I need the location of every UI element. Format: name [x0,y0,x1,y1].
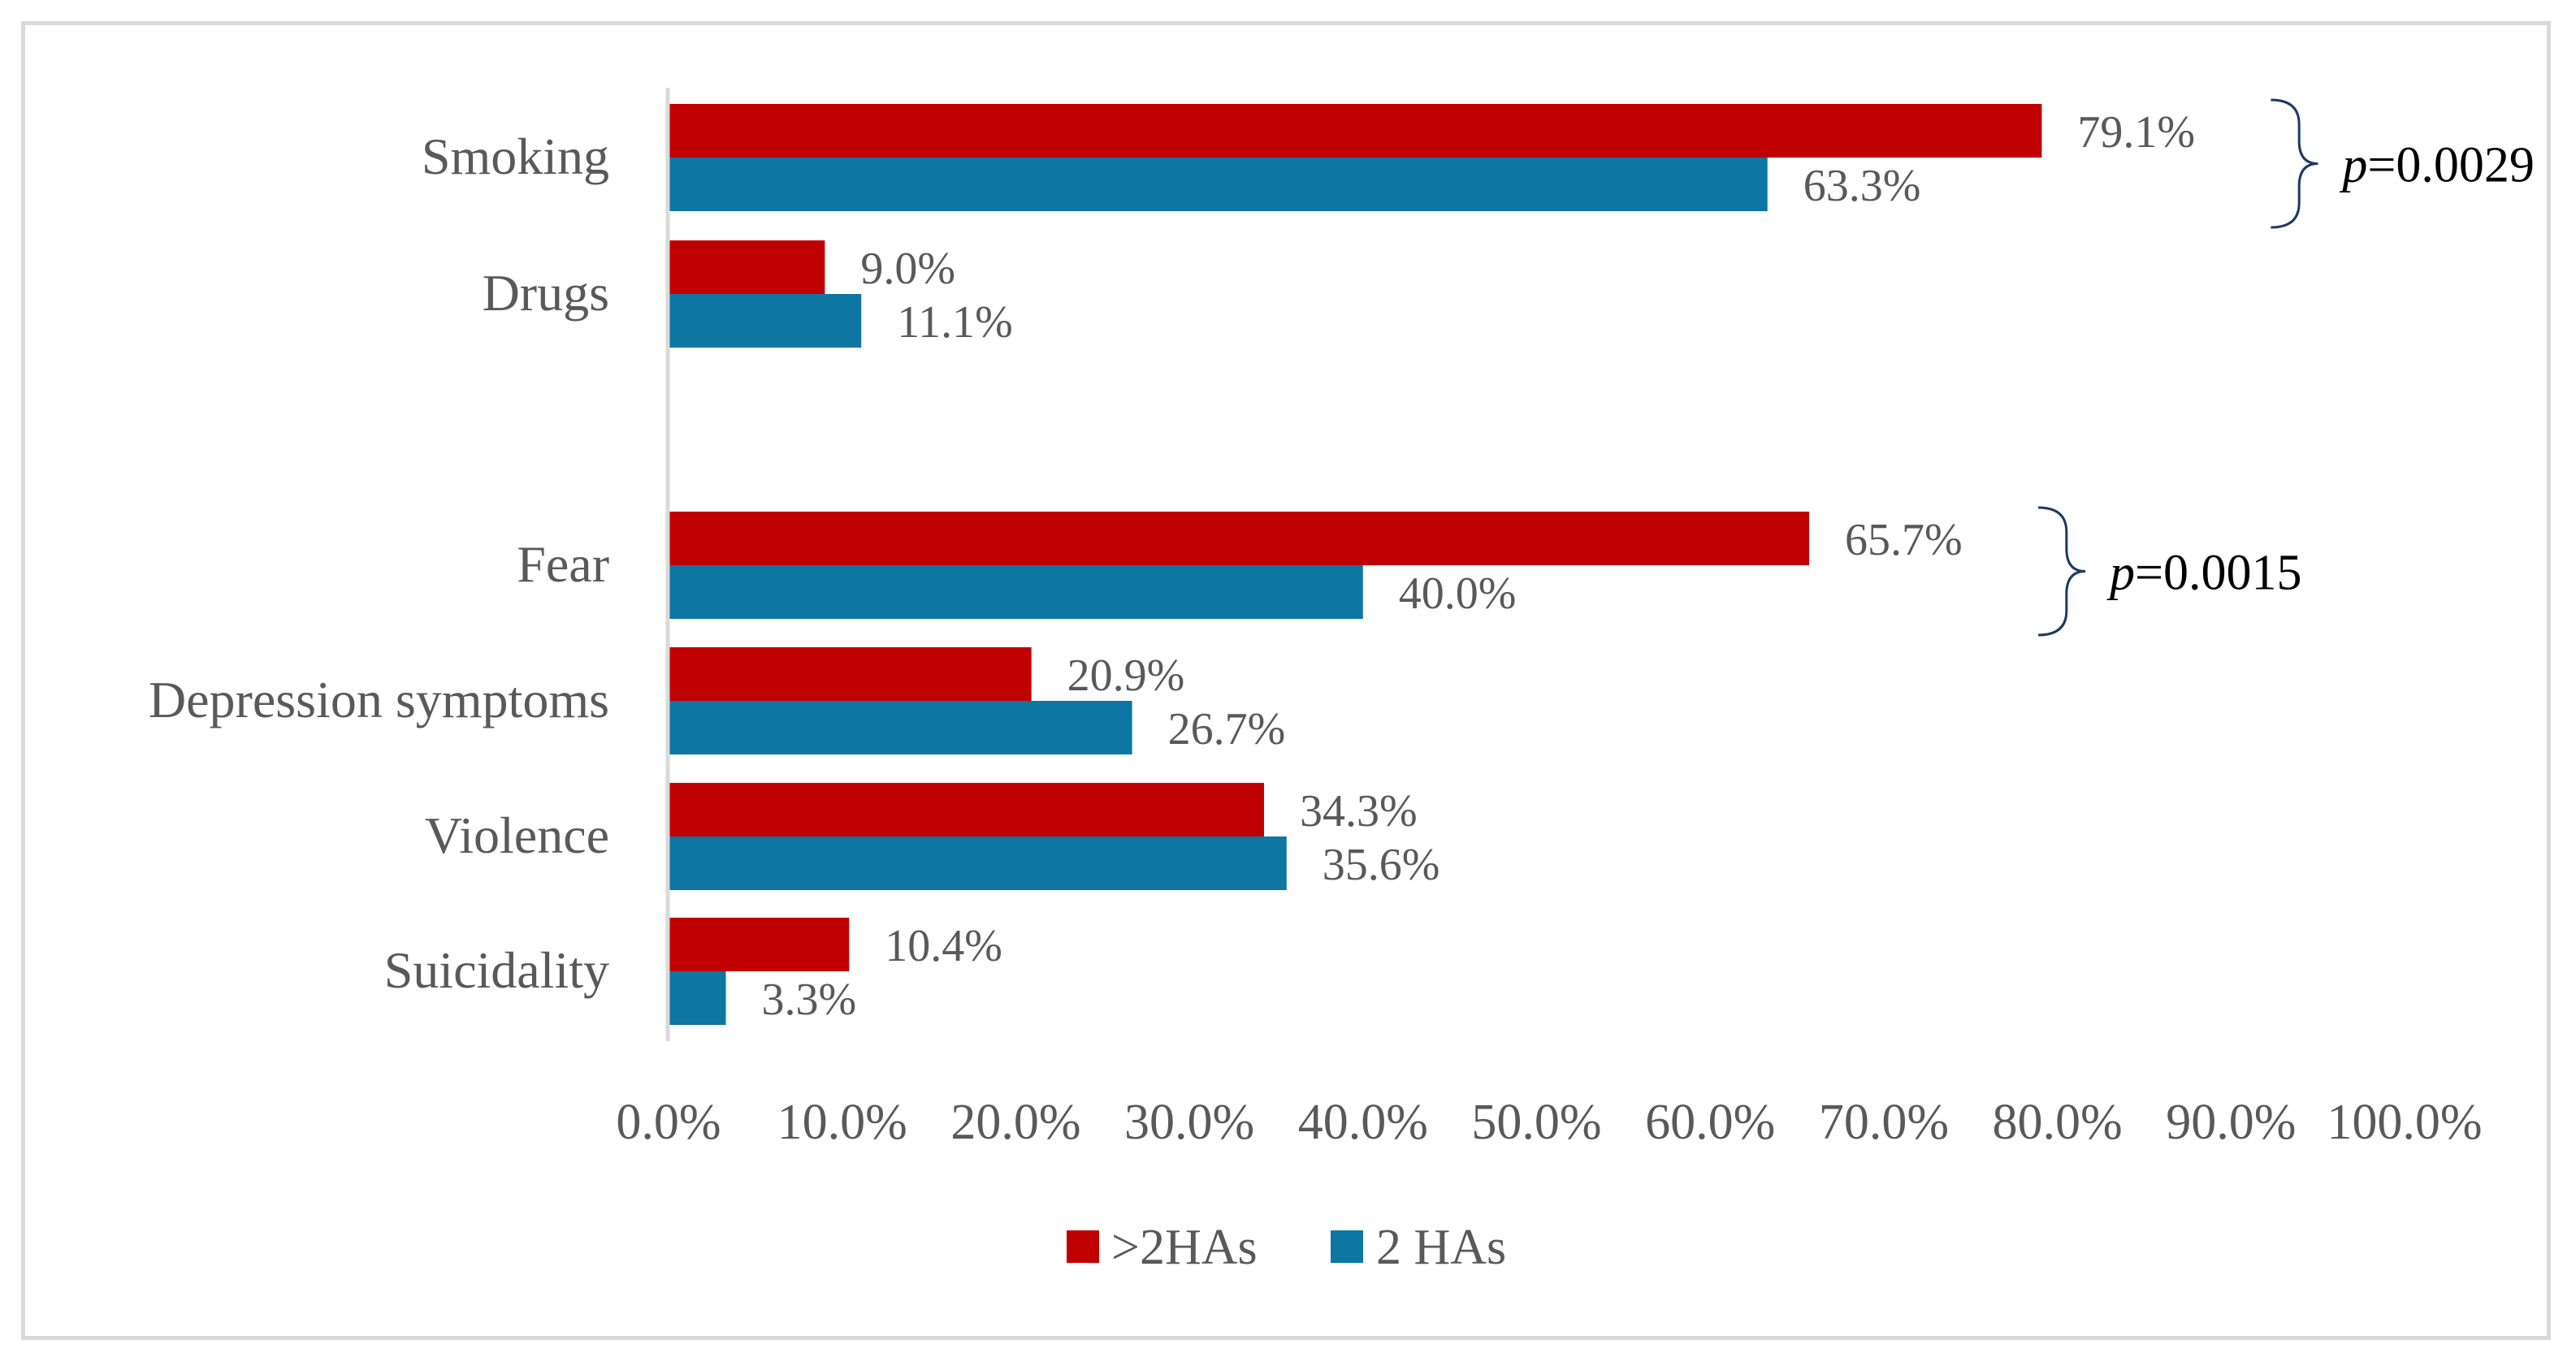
x-tick-label: 70.0% [1819,1095,1949,1150]
bar-2has-4 [669,836,1287,890]
value-label: 35.6% [1323,840,1440,890]
brace-bracket-1 [2037,506,2086,637]
x-tick-label: 20.0% [950,1095,1080,1150]
value-label: 79.1% [2077,107,2195,158]
bar-gt2has-3 [669,647,1032,701]
value-label: 63.3% [1803,161,1921,211]
x-axis-tick-labels: 0.0% 10.0% 20.0% 30.0% 40.0% 50.0% 60.0% 70.0% 8… [616,1095,2482,1150]
bar-gt2has-1 [669,240,825,294]
bar-2has-0 [669,158,1768,211]
value-labels: 79.1% 63.3% 9.0%11.1% 65.7% 40.0% 20.9%26.7% 3… [762,107,2196,1025]
x-tick-label: 100.0% [2327,1095,2482,1150]
category-label: Fear [517,535,609,593]
p-symbol: p [2106,546,2135,601]
x-tick-label: 40.0% [1298,1095,1428,1150]
bar-2has-2 [669,565,1363,619]
bar-gt2has-5 [669,918,850,971]
bar-gt2has-4 [669,783,1264,836]
bar-2has-1 [669,294,862,348]
x-tick-label: 60.0% [1645,1095,1775,1150]
value-label: 40.0% [1399,568,1517,619]
x-tick-label: 30.0% [1124,1095,1254,1150]
chart-frame [21,21,2551,1340]
category-label: Depression symptoms [149,671,609,728]
bars-group [669,104,2042,1025]
value-label: 20.9% [1067,651,1185,701]
p-value: =0.0015 [2135,546,2301,601]
brace-bracket-0 [2271,98,2318,229]
bar-gt2has-2 [669,512,1810,565]
x-tick-label: 50.0% [1471,1095,1601,1150]
value-label: 11.1% [897,297,1013,348]
value-label: 65.7% [1845,515,1963,565]
legend: >2HAs 2 HAs [1067,1220,1506,1275]
category-label: Smoking [422,128,609,185]
category-label: Suicidality [384,941,609,999]
legend-label: >2HAs [1111,1220,1258,1275]
p-value-annotation: p=0.0029 [2339,138,2534,193]
legend-swatch-2has [1331,1230,1363,1263]
bar-2has-5 [669,971,726,1025]
legend-label: 2 HAs [1376,1220,1506,1275]
bar-gt2has-0 [669,104,2042,158]
p-symbol: p [2339,138,2367,193]
p-value-annotation: p=0.0015 [2106,546,2301,601]
bar-2has-3 [669,701,1132,754]
x-tick-label: 10.0% [777,1095,907,1150]
value-label: 26.7% [1168,704,1286,754]
p-value: =0.0029 [2367,138,2534,193]
category-labels: Smoking Drugs Fear Depression symptoms Viole… [149,128,609,999]
value-label: 10.4% [885,921,1002,971]
x-tick-label: 0.0% [616,1095,721,1150]
value-label: 3.3% [762,975,857,1025]
value-label: 9.0% [860,244,955,294]
value-label: 34.3% [1300,786,1418,836]
category-label: Drugs [483,264,609,322]
category-label: Violence [425,806,609,864]
legend-swatch-gt2has [1067,1230,1099,1263]
x-tick-label: 80.0% [1993,1095,2123,1150]
x-tick-label: 90.0% [2166,1095,2296,1150]
